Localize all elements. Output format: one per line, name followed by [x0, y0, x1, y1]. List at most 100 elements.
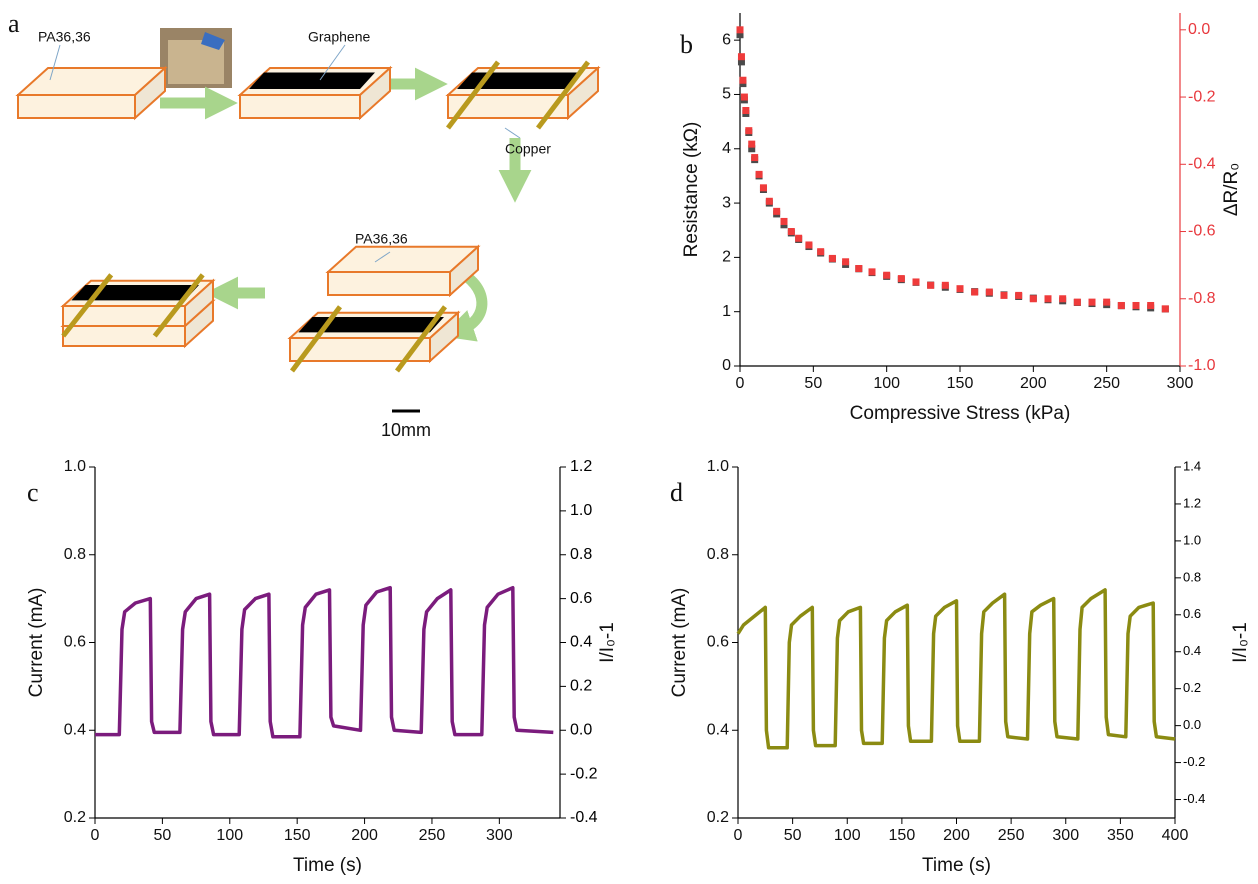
point [1059, 295, 1067, 303]
x-tick-label: 400 [1162, 827, 1189, 844]
point [765, 197, 773, 205]
slab-front [17, 94, 136, 119]
y2-tick-label: 0.2 [1183, 680, 1201, 695]
x-tick-label: 200 [943, 827, 970, 844]
point [897, 275, 905, 283]
y-tick-label: 0.2 [707, 809, 729, 826]
y-tick-label: 5 [722, 86, 731, 103]
slab-side [359, 65, 391, 121]
y2-tick-label: 1.2 [1183, 495, 1201, 510]
y2-axis-title: I/I₀-1 [1230, 622, 1251, 663]
copper [446, 60, 500, 130]
point [927, 281, 935, 289]
y-axis-title: Current (mA) [669, 588, 690, 698]
point [956, 285, 964, 293]
point [1147, 301, 1155, 309]
y2-tick-label: 0.0 [1183, 717, 1201, 732]
diagram-label: PA36,36 [38, 29, 91, 45]
slab-side [429, 310, 459, 364]
y-tick-label: 0.2 [64, 809, 86, 826]
y2-tick-label: 0.8 [1183, 569, 1201, 584]
point [805, 241, 813, 249]
point [1161, 305, 1169, 313]
point [941, 281, 949, 289]
point [751, 154, 759, 162]
slab-side [567, 65, 599, 121]
y-tick-label: 3 [722, 194, 731, 211]
x-tick-label: 300 [486, 827, 513, 844]
point [1015, 291, 1023, 299]
y2-tick-label: -0.6 [1188, 223, 1216, 240]
y2-tick-label: -0.4 [1183, 791, 1205, 806]
copper [152, 273, 205, 338]
y-tick-label: 1 [722, 303, 731, 320]
x-axis-title: Time (s) [922, 855, 991, 876]
y-tick-label: 0.4 [64, 721, 86, 738]
y2-tick-label: -0.4 [570, 809, 598, 826]
slab-side [184, 278, 214, 329]
slab-front [327, 271, 451, 296]
x-tick-label: 150 [889, 827, 916, 844]
point [742, 106, 750, 114]
x-tick-label: 100 [216, 827, 243, 844]
x-tick-label: 0 [91, 827, 100, 844]
point [773, 207, 781, 215]
graphene [298, 317, 444, 333]
x-tick-label: 350 [1107, 827, 1134, 844]
y-tick-label: 4 [722, 140, 731, 157]
panel-label: d [670, 478, 683, 507]
y2-axis-title: I/I₀-1 [597, 622, 618, 663]
y2-tick-label: 1.4 [1183, 458, 1201, 473]
point [1073, 298, 1081, 306]
chart: d 0 50 100 150 200 250 300 350 400 0.2 0.4 0.6 0.8 1.0… [669, 458, 1251, 876]
x-tick-label: 250 [1093, 375, 1120, 392]
panel-label: c [27, 478, 39, 507]
point [1117, 301, 1125, 309]
point [883, 271, 891, 279]
y-tick-label: 0 [722, 357, 731, 374]
x-axis-title: Compressive Stress (kPa) [850, 403, 1071, 424]
x-tick-label: 300 [1052, 827, 1079, 844]
y-tick-label: 0.6 [64, 634, 86, 651]
x-tick-label: 200 [351, 827, 378, 844]
y-tick-label: 6 [722, 31, 731, 48]
x-tick-label: 50 [804, 375, 822, 392]
y2-tick-label: 0.4 [1183, 643, 1201, 658]
point [759, 184, 767, 192]
graphene [249, 72, 375, 89]
point [985, 288, 993, 296]
diagram-label: Graphene [308, 29, 370, 45]
y-tick-label: 0.8 [707, 546, 729, 563]
slab [325, 244, 481, 298]
point [828, 254, 836, 262]
graphene [457, 72, 583, 89]
point [1000, 291, 1008, 299]
y2-tick-label: 0.2 [570, 678, 592, 695]
x-tick-label: 0 [736, 375, 745, 392]
line [736, 588, 1176, 750]
point [1044, 295, 1052, 303]
point [737, 58, 745, 66]
x-tick-label: 100 [834, 827, 861, 844]
slab [15, 65, 168, 121]
point [1103, 298, 1111, 306]
x-tick-label: 50 [153, 827, 171, 844]
point [736, 31, 744, 39]
y2-tick-label: 1.2 [570, 458, 592, 475]
x-axis-title: Time (s) [293, 855, 362, 876]
panel-label: b [680, 30, 693, 59]
y2-tick-label: 0.6 [570, 590, 592, 607]
y-tick-label: 0.8 [64, 546, 86, 563]
slab-front [239, 94, 361, 119]
slab [60, 273, 216, 338]
y2-tick-label: 0.0 [570, 721, 592, 738]
y2-tick-label: -0.8 [1188, 290, 1216, 307]
slab-side [449, 244, 479, 298]
point [1088, 298, 1096, 306]
scale-bar-label: 10mm [381, 420, 431, 440]
y2-tick-label: -1.0 [1188, 357, 1216, 374]
slab [237, 65, 393, 121]
slab-front [62, 325, 186, 347]
y-tick-label: 0.4 [707, 721, 729, 738]
